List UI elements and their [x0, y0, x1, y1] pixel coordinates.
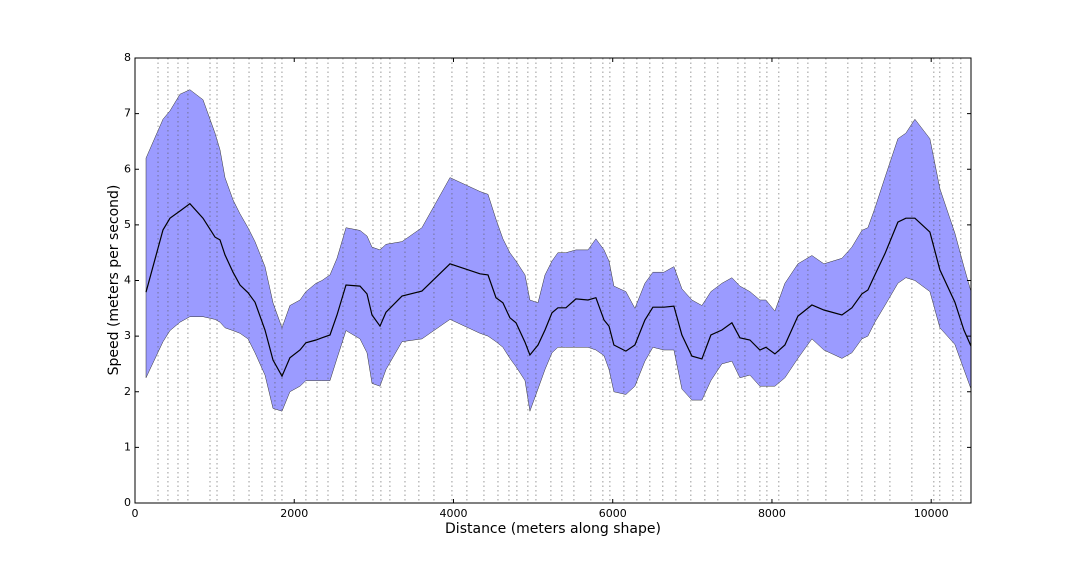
y-tick-label: 5	[124, 218, 131, 231]
y-tick-label: 4	[124, 274, 131, 287]
x-tick-label: 4000	[439, 507, 467, 520]
x-axis-label: Distance (meters along shape)	[445, 521, 661, 537]
y-tick-label: 0	[124, 496, 131, 509]
y-tick-label: 8	[124, 51, 131, 64]
x-tick-label: 10000	[914, 507, 949, 520]
y-tick-label: 1	[124, 440, 131, 453]
y-tick-label: 6	[124, 162, 131, 175]
y-tick-label: 3	[124, 329, 131, 342]
mean-line	[145, 202, 972, 378]
x-tick-label: 8000	[758, 507, 786, 520]
x-tick-label: 2000	[280, 507, 308, 520]
y-axis-label: Speed (meters per second)	[106, 185, 122, 376]
x-tick-label: 6000	[599, 507, 627, 520]
y-tick-label: 2	[124, 385, 131, 398]
x-tick-label: 0	[132, 507, 139, 520]
y-tick-label: 7	[124, 107, 131, 120]
